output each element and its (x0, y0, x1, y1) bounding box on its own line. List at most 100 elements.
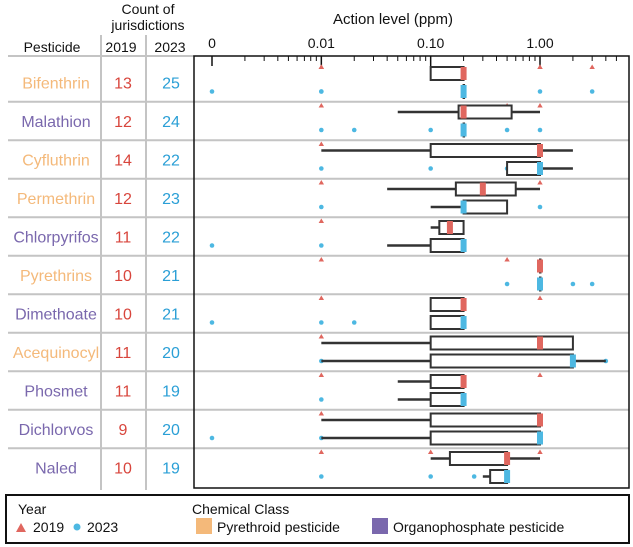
count-2023-label: 19 (162, 461, 180, 478)
box-2023 (506, 161, 542, 176)
median-2023 (569, 354, 576, 368)
legend-class-title: Chemical Class (192, 501, 289, 517)
outlier-2023-marker (589, 89, 595, 94)
outlier-2023-marker (319, 166, 324, 171)
pesticide-label: Naled (35, 461, 77, 478)
box-2019 (429, 374, 465, 389)
row-cyfluthrin: Cyfluthrin 14 22 (22, 141, 573, 176)
count-2023-label: 23 (162, 191, 180, 208)
box-2023 (429, 353, 574, 369)
legend-organophosphate-label: Organophosphate pesticide (393, 519, 564, 535)
row-acequinocyl: Acequinocyl 11 20 (13, 334, 609, 369)
outlier-2023-marker (319, 474, 324, 479)
outlier-2019-marker (318, 218, 325, 223)
chart-title: Action level (ppm) (333, 11, 453, 28)
x-tick-label: 0.10 (417, 35, 444, 51)
outlier-2023-marker (209, 243, 215, 248)
box-2023 (429, 392, 465, 407)
count-2023-label: 22 (162, 153, 180, 170)
outlier-2023-marker (319, 127, 324, 133)
median-2023 (460, 393, 467, 406)
legend-pyrethroid-swatch (196, 518, 212, 534)
legend-organophosphate-swatch (372, 518, 388, 534)
x-tick-label: 1.00 (526, 35, 553, 51)
count-header-line2: jurisdictions (110, 17, 184, 33)
count-2019-label: 11 (115, 345, 132, 362)
row-pyrethrins: Pyrethrins 10 21 (20, 257, 595, 292)
outlier-2023-marker (537, 204, 543, 210)
count-2019-label: 13 (114, 76, 132, 93)
outlier-2019-marker (537, 295, 543, 300)
row-bifenthrin: Bifenthrin 13 25 (22, 64, 595, 99)
box-2023 (429, 430, 541, 446)
count-2019-label: 11 (115, 384, 132, 401)
pesticide-label: Bifenthrin (22, 76, 90, 93)
outlier-2023-marker (428, 127, 433, 133)
outlier-2023-marker (319, 204, 324, 210)
count-2019-label: 12 (114, 114, 132, 131)
box-2023 (429, 238, 465, 253)
x-tick-label: 0.01 (308, 35, 335, 51)
pesticide-label: Phosmet (24, 384, 88, 401)
count-2019-label: 10 (114, 461, 132, 478)
outlier-2023-marker (504, 127, 510, 133)
outlier-2019-marker (318, 103, 325, 108)
pesticide-label: Chlorpyrifos (13, 230, 98, 247)
legend-border (5, 494, 630, 544)
outlier-2019-marker (589, 64, 595, 69)
outlier-2023-marker (570, 281, 576, 287)
outlier-2023-marker (428, 166, 433, 171)
outlier-2023-marker (209, 89, 215, 94)
outlier-2019-marker (318, 372, 325, 377)
pesticide-label: Pyrethrins (20, 268, 92, 285)
median-2019 (460, 67, 467, 80)
pesticide-label: Dimethoate (15, 307, 97, 324)
box-2019 (429, 297, 465, 312)
outlier-2023-marker (471, 474, 477, 479)
outlier-2023-marker (319, 320, 324, 325)
row-naled: Naled 10 19 (35, 449, 543, 484)
outlier-2023-marker (351, 127, 357, 133)
box-2019 (448, 451, 509, 466)
box-2019 (429, 412, 541, 428)
median-2019 (504, 452, 511, 465)
legend: Year 2019 2023 Chemical Class Pyrethroid… (5, 494, 630, 544)
pesticide-label: Cyfluthrin (22, 153, 90, 170)
median-2023 (460, 200, 467, 214)
count-2019-label: 12 (114, 191, 132, 208)
count-2023-label: 19 (162, 384, 180, 401)
legend-year-title: Year (18, 501, 47, 517)
median-2023 (460, 239, 467, 252)
median-2019 (479, 182, 486, 196)
pesticide-label: Dichlorvos (19, 422, 94, 439)
box-2023 (429, 315, 465, 330)
median-2023 (504, 470, 511, 483)
row-phosmet: Phosmet 11 19 (24, 372, 543, 407)
outlier-2023-marker (319, 243, 324, 248)
outlier-2019-marker (318, 449, 325, 454)
outlier-2023-marker (428, 474, 433, 479)
outlier-2023-marker (504, 281, 510, 287)
count-2019-label: 10 (114, 307, 132, 324)
row-chlorpyrifos: Chlorpyrifos 11 22 (13, 218, 467, 253)
median-2019 (537, 336, 543, 350)
median-2019 (537, 413, 543, 427)
outlier-2023-marker (351, 320, 357, 325)
median-2019 (537, 144, 543, 157)
median-2019 (446, 221, 453, 234)
count-2019-label: 9 (119, 422, 128, 439)
x-tick-label: 0 (208, 35, 216, 51)
count-2019-label: 14 (114, 153, 132, 170)
box-2019 (429, 143, 541, 158)
median-2019 (460, 375, 467, 388)
count-2023-label: 21 (162, 268, 180, 285)
year-2023-header: 2023 (154, 39, 185, 55)
count-2023-label: 24 (162, 114, 180, 131)
median-2023 (460, 85, 467, 98)
outlier-2019-marker (537, 64, 543, 69)
row-dichlorvos: Dichlorvos 9 20 (19, 411, 543, 446)
outlier-2019-marker (537, 103, 543, 108)
legend-2023-marker (73, 523, 81, 531)
outlier-2023-marker (209, 320, 215, 325)
pesticide-label: Acequinocyl (13, 345, 99, 362)
